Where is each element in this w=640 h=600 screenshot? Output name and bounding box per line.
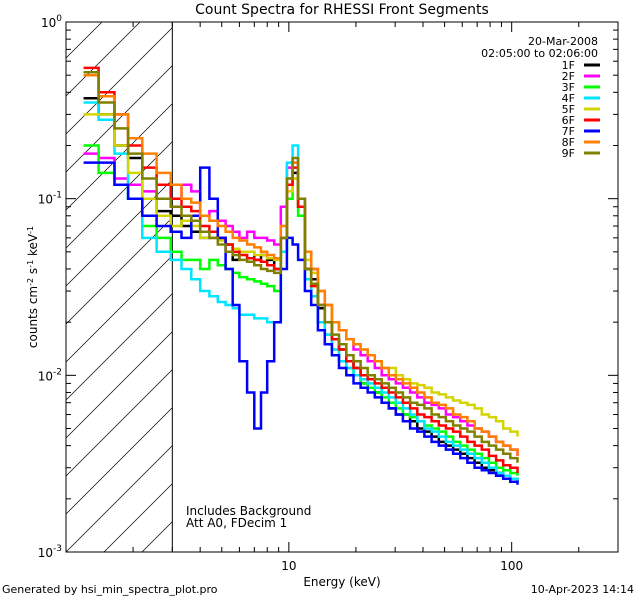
plot-frame	[65, 21, 619, 553]
series-layer	[83, 66, 519, 485]
y-tick-exponent: 0	[56, 14, 62, 24]
legend-label: 1F	[562, 59, 575, 72]
footer-timestamp: 10-Apr-2023 14:14	[530, 583, 634, 596]
legend-label: 4F	[562, 92, 575, 105]
hatch-mask	[172, 22, 618, 552]
y-tick-base: 10	[38, 546, 53, 560]
x-tick-labels: 10 100	[281, 559, 523, 573]
y-label-counts: counts cm	[26, 286, 40, 348]
y-tick-base: 10	[41, 16, 56, 30]
y-tick-exponent: -3	[53, 544, 62, 554]
x-axis-label: Energy (keV)	[303, 575, 380, 589]
hatched-region	[0, 22, 640, 552]
time-range-label: 02:05:00 to 02:06:00	[481, 47, 598, 60]
footer-generator: Generated by hsi_min_spectra_plot.pro	[2, 583, 218, 596]
y-tick-exponent: -2	[53, 367, 62, 377]
y-label-kev: keV	[26, 233, 40, 260]
y-label-exp-cm: -2	[26, 278, 35, 286]
y-axis-label: counts cm-2 s-1 keV-1	[26, 226, 41, 348]
chart-title: Count Spectra for RHESSI Front Segments	[195, 2, 489, 18]
y-label-exp-s: -1	[26, 260, 35, 268]
legend-label: 9F	[562, 147, 575, 160]
hatch-line	[66, 22, 141, 97]
y-tick-label: 100	[41, 14, 62, 30]
y-tick-label: 10-1	[38, 191, 62, 207]
x-tick-label: 100	[500, 559, 523, 573]
legend-label: 7F	[562, 125, 575, 138]
series-9F	[83, 70, 519, 463]
y-tick-label: 10-3	[38, 544, 62, 560]
annotation-attenuator: Att A0, FDecim 1	[186, 516, 287, 530]
date-label: 20-Mar-2008	[528, 35, 598, 48]
hatch-line	[636, 22, 640, 552]
hatch-line	[66, 22, 255, 211]
legend-label: 8F	[562, 136, 575, 149]
series-4F	[83, 101, 519, 482]
legend-label: 3F	[562, 81, 575, 94]
hatch-line	[66, 22, 217, 173]
y-tick-base: 10	[38, 369, 53, 383]
hatch-line	[66, 22, 179, 135]
series-7F	[83, 161, 519, 485]
legend-label: 5F	[562, 103, 575, 116]
y-tick-label: 10-2	[38, 367, 62, 383]
legend-label: 6F	[562, 114, 575, 127]
y-tick-exponent: -1	[53, 191, 62, 201]
y-label-exp-kev: -1	[26, 226, 35, 234]
x-tick-label: 10	[281, 559, 296, 573]
hatch-line	[0, 22, 26, 552]
y-label-s: s	[26, 268, 40, 278]
y-tick-base: 10	[38, 193, 53, 207]
annotation-background: Includes Background	[186, 504, 311, 518]
legend-label: 2F	[562, 70, 575, 83]
axis-ticks	[65, 21, 619, 553]
